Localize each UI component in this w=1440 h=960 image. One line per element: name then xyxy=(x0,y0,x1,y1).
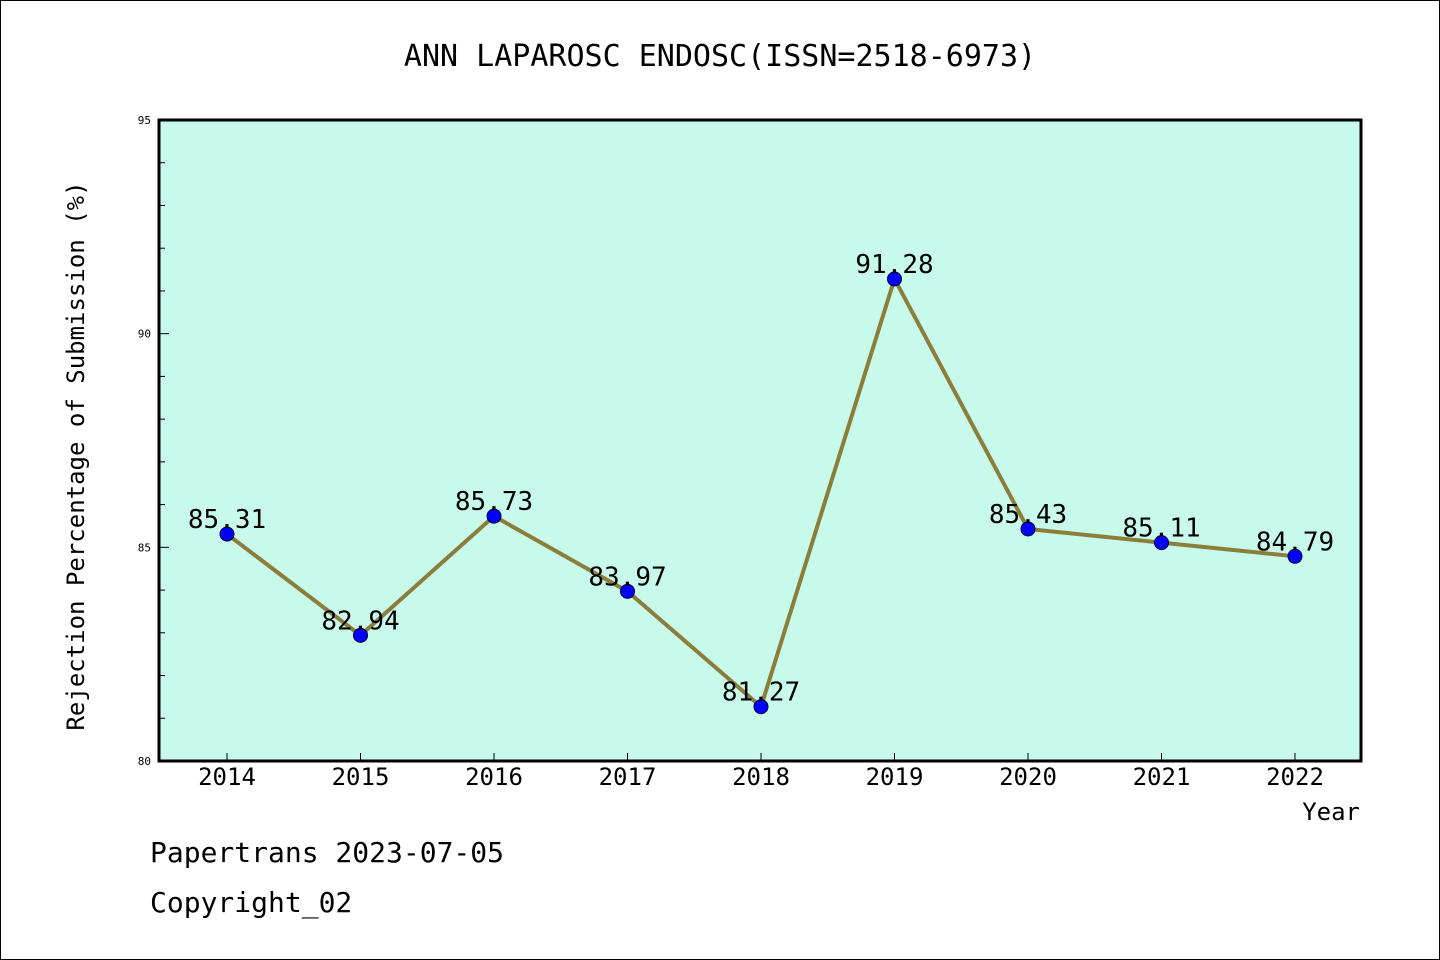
x-tick-label: 2015 xyxy=(332,763,390,791)
x-tick-label: 2014 xyxy=(198,763,256,791)
data-label: 85.43 xyxy=(989,500,1067,530)
y-tick-label: 85 xyxy=(138,541,151,554)
y-tick-label: 90 xyxy=(138,328,151,341)
data-label: 85.73 xyxy=(455,487,533,517)
x-axis-label: Year xyxy=(1302,798,1360,826)
footer-date: Papertrans 2023-07-05 xyxy=(150,836,504,869)
data-label: 91.28 xyxy=(855,250,933,280)
plot-area xyxy=(159,120,1361,761)
x-tick-label: 2019 xyxy=(866,763,924,791)
data-label: 82.94 xyxy=(321,606,399,636)
data-label: 85.11 xyxy=(1122,514,1200,544)
data-label: 83.97 xyxy=(588,562,666,592)
x-tick-label: 2018 xyxy=(732,763,790,791)
x-tick-label: 2022 xyxy=(1266,763,1324,791)
y-tick-label: 95 xyxy=(138,114,151,127)
x-tick-label: 2017 xyxy=(599,763,657,791)
x-tick-label: 2020 xyxy=(999,763,1057,791)
data-label: 84.79 xyxy=(1256,527,1334,557)
x-tick-label: 2016 xyxy=(465,763,523,791)
y-tick-label: 80 xyxy=(138,755,151,768)
data-label: 81.27 xyxy=(722,678,800,708)
data-label: 85.31 xyxy=(188,505,266,535)
y-axis-label: Rejection Percentage of Submission (%) xyxy=(62,181,90,730)
x-tick-label: 2021 xyxy=(1133,763,1191,791)
chart-title: ANN LAPAROSC ENDOSC(ISSN=2518-6973) xyxy=(404,39,1036,74)
footer-copyright: Copyright_02 xyxy=(150,886,352,919)
